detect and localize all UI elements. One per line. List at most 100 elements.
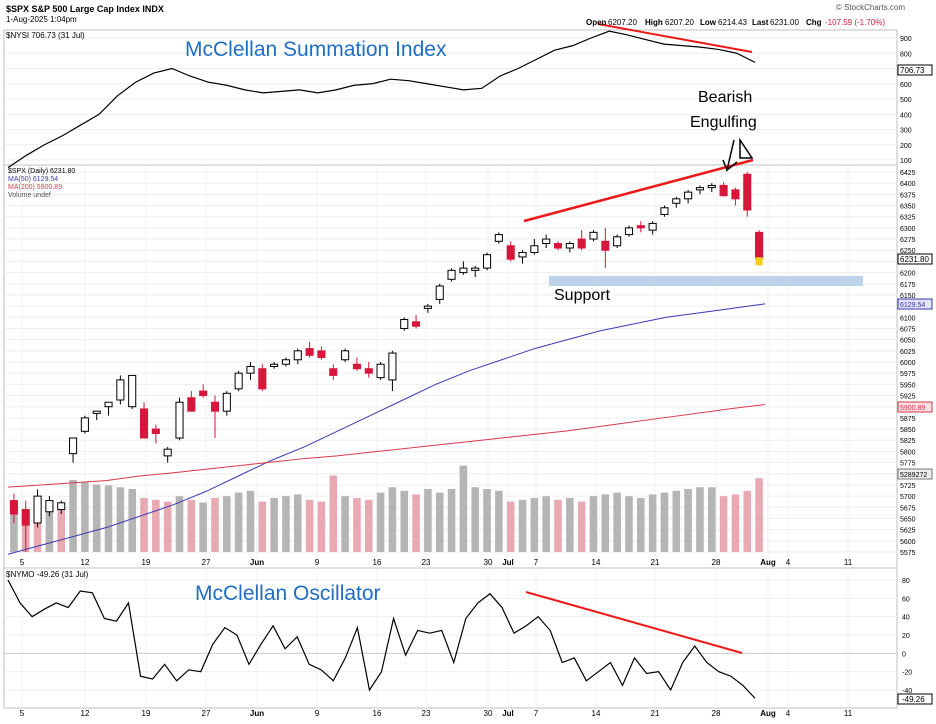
ma200-line [7, 403, 766, 488]
volume-bar [471, 487, 479, 552]
price-tick-label: 6375 [900, 192, 916, 199]
arrow-icon [739, 137, 754, 159]
volume-bar [388, 487, 397, 552]
svg-text:-49.26: -49.26 [902, 695, 925, 704]
oscillator-tick-label: 40 [902, 615, 910, 622]
oscillator-tick-label: -20 [902, 670, 912, 677]
oscillator-x-tick-label: 4 [786, 709, 791, 718]
oscillator-x-tick-label: Jun [250, 709, 264, 718]
oscillator-x-tick-label: 12 [81, 709, 90, 718]
volume-bar [187, 499, 196, 552]
candlesticks [9, 172, 764, 552]
arrow-icon [722, 139, 738, 172]
candle-body [589, 231, 598, 240]
price-x-tick-label: 4 [786, 558, 791, 567]
price-x-tick-label: 11 [844, 558, 853, 567]
price-tick-label: 5700 [900, 494, 916, 501]
volume-bar [660, 492, 669, 552]
price-tick-label: 6325 [900, 215, 916, 222]
candle-body [684, 191, 693, 200]
volume-bar [447, 489, 456, 552]
volume-bar [234, 492, 243, 552]
oscillator-x-tick-label: 9 [315, 709, 320, 718]
volume-bar [81, 481, 89, 552]
price-x-tick-label: 12 [81, 558, 90, 567]
volume-bar [554, 499, 562, 552]
candle-body [175, 401, 184, 439]
moving-averages [7, 303, 766, 555]
svg-text:6129.54: 6129.54 [900, 302, 925, 309]
svg-text:6231.00: 6231.00 [770, 18, 799, 27]
svg-text:-107.59 (-1.70%): -107.59 (-1.70%) [825, 18, 885, 27]
candle-body [636, 225, 645, 229]
summation-tick-label: 400 [900, 112, 912, 119]
oscillator-line [7, 579, 756, 699]
oscillator-tick-label: 0 [902, 651, 906, 658]
price-tick-label: 5800 [900, 449, 916, 456]
oscillator-tick-label: -40 [902, 688, 912, 695]
candle-body [755, 231, 764, 259]
price-tick-label: 6300 [900, 226, 916, 233]
oscillator-tick-label: 80 [902, 578, 910, 585]
price-tick-label: 5675 [900, 505, 916, 512]
price-tick-label: 5850 [900, 427, 916, 434]
volume-bar [412, 494, 420, 552]
price-tick-label: 6200 [900, 271, 916, 278]
candle-body [613, 236, 622, 247]
svg-text:6207.20: 6207.20 [608, 18, 637, 27]
candle-body [707, 184, 716, 189]
price-x-tick-label: 28 [712, 558, 721, 567]
candle-body [246, 365, 255, 374]
summation-tick-label: 600 [900, 82, 912, 89]
volume-bar [424, 489, 432, 552]
price-x-tick-label: 19 [142, 558, 151, 567]
volume-bar [483, 489, 491, 552]
volume-bar [376, 492, 385, 552]
price-tick-label: 5825 [900, 438, 916, 445]
price-tick-label: 5775 [900, 461, 916, 468]
summation-annotation: McClellan Summation Index [185, 38, 447, 61]
volume-bar [577, 501, 586, 552]
svg-text:5900.89: 5900.89 [900, 405, 925, 412]
svg-text:Last: Last [752, 18, 769, 27]
price-x-tick-label: Jun [250, 558, 264, 567]
candle-body [45, 500, 54, 513]
volume-bar [294, 494, 302, 552]
candle-body [447, 269, 456, 280]
svg-text:706.73: 706.73 [900, 66, 925, 75]
candle-body [423, 305, 432, 309]
volume-bar [684, 489, 692, 552]
volume-bar [211, 498, 219, 552]
oscillator-x-tick-label: Aug [760, 709, 776, 718]
volume-bar [282, 496, 290, 552]
price-tick-label: 6100 [900, 315, 916, 322]
volume-bar [341, 496, 349, 552]
price-x-tick-label: 14 [592, 558, 601, 567]
volume-bar [672, 490, 681, 552]
price-x-tick-label: 21 [651, 558, 660, 567]
price-x-tick-label: 5 [20, 558, 25, 567]
svg-text:High: High [645, 18, 663, 27]
volume-bar [731, 494, 740, 552]
candle-body [139, 408, 149, 439]
engulfing-annotation: Engulfing [690, 114, 757, 131]
summation-tick-label: 800 [900, 51, 912, 58]
volume-bar [566, 498, 574, 552]
candle-body [305, 348, 314, 356]
oscillator-panel [3, 567, 898, 709]
volume-bar [353, 498, 361, 552]
volume-bar [743, 490, 752, 552]
price-tick-label: 6050 [900, 338, 916, 345]
price-x-tick-label: Jul [502, 558, 514, 567]
price-tick-label: 6175 [900, 282, 916, 289]
volume-legend: Volume undef [8, 192, 51, 199]
volume-bar [33, 512, 42, 552]
candle-body [293, 350, 302, 361]
price-tick-label: 5975 [900, 371, 916, 378]
candle-body [518, 251, 527, 258]
oscillator-legend: $NYMO -49.26 (31 Jul) [6, 570, 89, 579]
candle-body [482, 254, 492, 269]
candle-body [719, 184, 728, 197]
oscillator-x-tick-label: 5 [20, 709, 25, 718]
candle-body [69, 437, 78, 455]
